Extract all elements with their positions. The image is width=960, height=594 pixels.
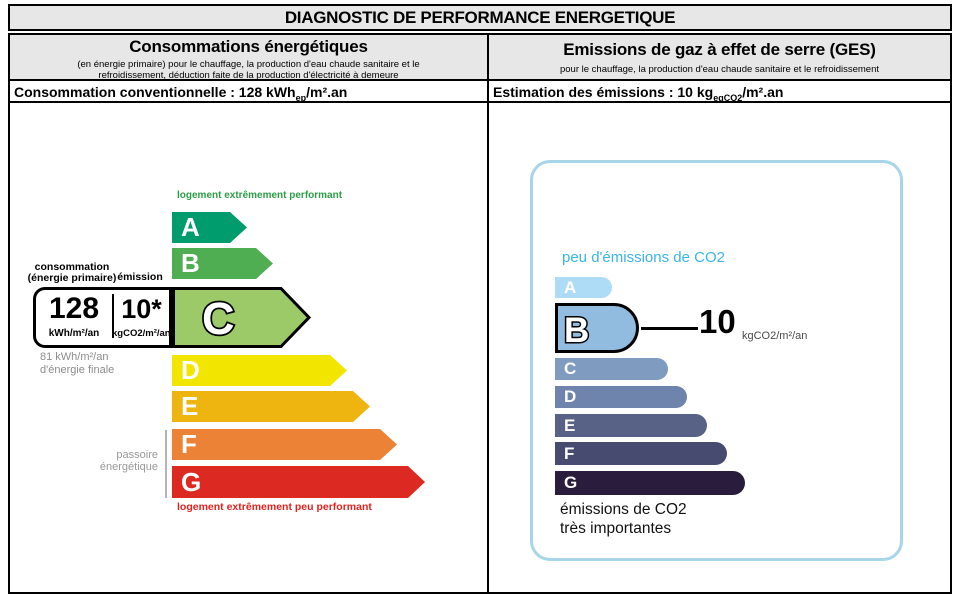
energy-class-bar-b: B <box>172 248 273 279</box>
ges-class-bar-e: E <box>555 414 707 437</box>
consumption-value: 128 <box>48 292 100 325</box>
energy-class-letter-f: F <box>181 429 197 459</box>
emission-column-label: émission <box>117 271 163 283</box>
ges-class-letter-f: F <box>564 444 575 463</box>
consumption-unit: kWh/m²/an <box>48 328 100 339</box>
energy-class-bar-e: E <box>172 391 370 422</box>
ges-class-b-shape <box>555 303 639 353</box>
ges-top-annotation: peu d'émissions de CO2 <box>562 249 725 266</box>
right-panel-title: Emissions de gaz à effet de serre (GES) <box>563 40 876 59</box>
energy-sieve-label: passoire énergétique <box>99 449 158 473</box>
energy-sieve-bracket <box>165 430 167 498</box>
energy-class-letter-g: G <box>181 467 202 497</box>
right-panel-subtitle: pour le chauffage, la production d'eau c… <box>559 64 880 75</box>
energy-class-letter-e: E <box>181 391 199 421</box>
document-title-box: DIAGNOSTIC DE PERFORMANCE ENERGETIQUE <box>8 4 952 31</box>
energy-class-bar-a: A <box>172 212 247 243</box>
ges-class-letter-b: B <box>564 311 589 350</box>
ges-callout-unit: kgCO2/m²/an <box>742 330 808 342</box>
panel-divider <box>487 35 489 592</box>
ges-class-bar-g: G <box>555 471 745 495</box>
ges-bottom-annotation: émissions de CO2 très importantes <box>560 501 687 537</box>
ges-class-bar-b-active: B <box>555 303 639 353</box>
ges-class-bar-a: A <box>555 277 612 298</box>
final-energy-note: 81 kWh/m²/an d'énergie finale <box>40 351 115 376</box>
conventional-row-background <box>10 81 950 103</box>
energy-class-bar-c-active: C <box>172 287 312 348</box>
ges-callout-value: 10 <box>699 303 736 340</box>
ges-class-bar-c: C <box>555 358 668 380</box>
ges-class-bar-d: D <box>555 386 687 408</box>
conventional-consumption-text: Consommation conventionnelle : 128 kWhep… <box>14 84 348 103</box>
energy-class-letter-d: D <box>181 355 200 385</box>
right-panel-header: Emissions de gaz à effet de serre (GES) … <box>489 40 950 75</box>
ges-class-bar-f: F <box>555 442 727 465</box>
left-panel-header: Consommations énergétiques (en énergie p… <box>10 37 487 81</box>
energy-class-letter-b: B <box>181 248 200 278</box>
ges-callout-line <box>641 327 698 330</box>
energy-class-bar-f: F <box>172 429 397 460</box>
left-bottom-annotation: logement extrêmement peu performant <box>177 501 372 513</box>
ges-class-letter-c: C <box>564 359 577 378</box>
ges-class-letter-a: A <box>564 278 577 297</box>
energy-value-box: 128 kWh/m²/an 10* kgCO2/m²/an <box>33 287 172 348</box>
energy-class-letter-c: C <box>202 293 235 344</box>
emission-value: 10* <box>121 294 162 324</box>
value-box-divider <box>112 294 114 338</box>
energy-class-letter-a: A <box>181 212 200 242</box>
ges-class-letter-d: D <box>564 387 577 406</box>
consumption-column-label: consommation (énergie primaire) <box>27 261 117 284</box>
document-title: DIAGNOSTIC DE PERFORMANCE ENERGETIQUE <box>284 8 676 27</box>
header-row-background <box>10 35 950 81</box>
energy-class-bar-g: G <box>172 466 425 498</box>
energy-class-bar-d: D <box>172 355 347 386</box>
emissions-estimation-text: Estimation des émissions : 10 kgeqCO2/m²… <box>493 84 784 103</box>
emission-unit: kgCO2/m²/an <box>112 328 171 339</box>
left-panel-subtitle: (en énergie primaire) pour le chauffage,… <box>77 59 420 81</box>
left-top-annotation: logement extrêmement performant <box>177 190 343 201</box>
energy-class-c-shape <box>172 287 312 348</box>
ges-class-letter-g: G <box>564 473 578 492</box>
ges-class-letter-e: E <box>564 416 576 435</box>
left-panel-title: Consommations énergétiques <box>129 37 368 56</box>
